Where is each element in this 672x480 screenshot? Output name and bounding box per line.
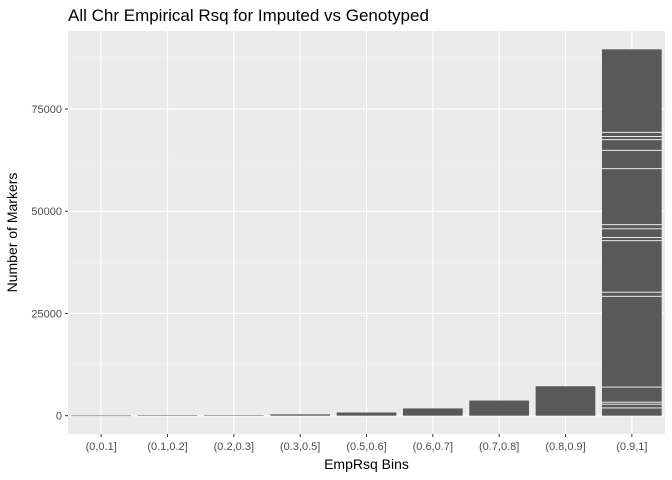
x-axis-title: EmpRsq Bins — [324, 456, 409, 472]
bar — [402, 408, 463, 416]
y-tick-label: 75000 — [31, 104, 62, 116]
x-tick-label: (0.3,0.5] — [280, 441, 320, 453]
x-tick-label: (0.7,0.8] — [479, 441, 519, 453]
y-tick-label: 0 — [56, 411, 62, 423]
x-tick-label: (0.5,0.6] — [346, 441, 386, 453]
bar — [270, 414, 331, 416]
y-axis-title: Number of Markers — [4, 173, 20, 293]
y-tick-label: 50000 — [31, 206, 62, 218]
y-tick-label: 25000 — [31, 308, 62, 320]
grid-lines — [68, 31, 665, 434]
x-tick-label: (0.9,1] — [616, 441, 647, 453]
bar — [535, 386, 596, 416]
x-tick-label: (0.1,0.2] — [147, 441, 187, 453]
x-tick-label: (0.8,0.9] — [545, 441, 585, 453]
bar — [203, 415, 264, 416]
bars — [71, 49, 662, 417]
x-tick-label: (0,0.1] — [86, 441, 117, 453]
bar — [469, 400, 530, 416]
chart-title: All Chr Empirical Rsq for Imputed vs Gen… — [68, 6, 429, 25]
bar — [137, 415, 198, 416]
x-tick-label: (0.2,0.3] — [214, 441, 254, 453]
bar — [71, 415, 132, 417]
bar — [601, 49, 662, 416]
x-tick-label: (0.6,0.7] — [413, 441, 453, 453]
axes: 0 25000 50000 75000 (0,0.1] (0.1,0.2] (0.2,0.3… — [31, 104, 647, 453]
bar — [336, 412, 397, 416]
